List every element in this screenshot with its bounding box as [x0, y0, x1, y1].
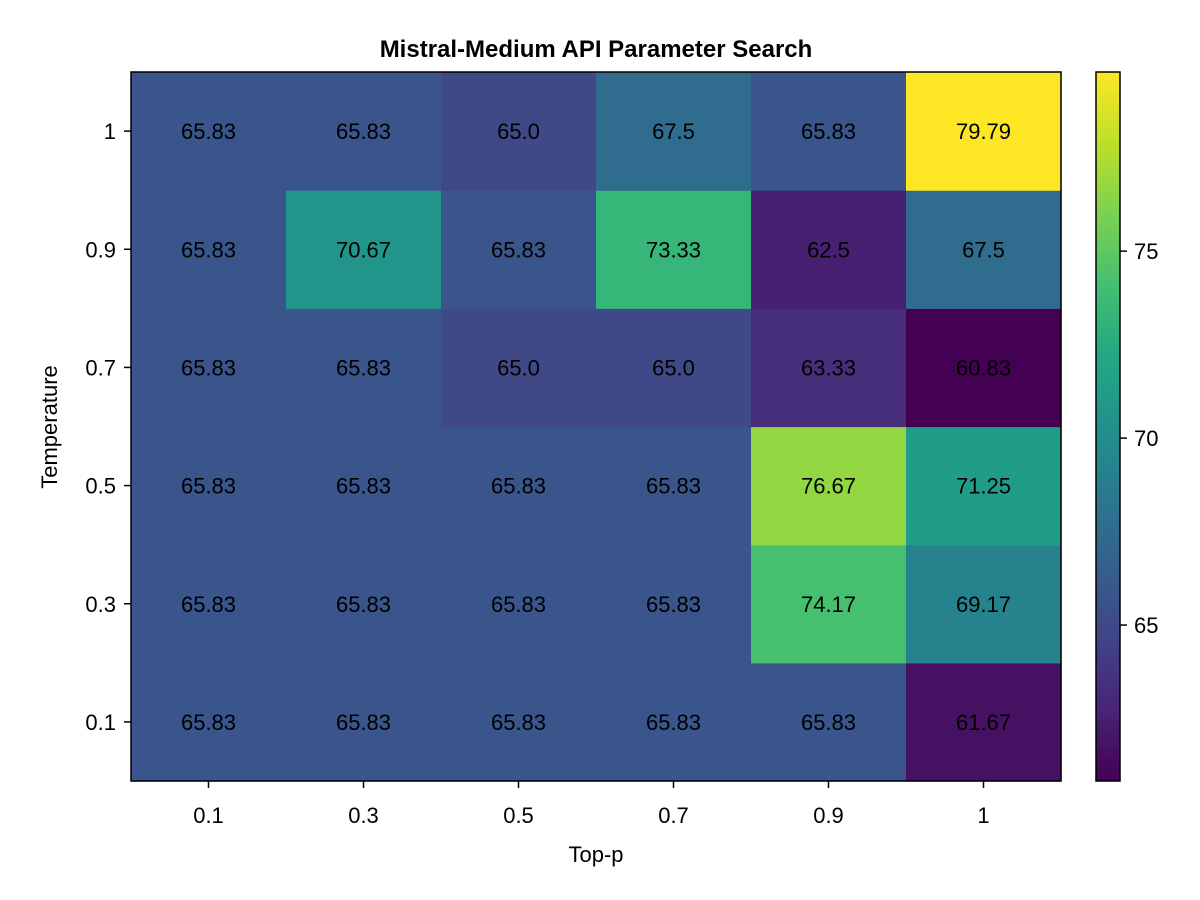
y-tick-label: 0.9: [85, 237, 116, 262]
heatmap-cell: [131, 308, 287, 428]
x-tick-label: 1: [977, 803, 989, 828]
y-tick-label: 0.7: [85, 355, 116, 380]
x-tick-label: 0.1: [193, 803, 224, 828]
heatmap-cell: [596, 190, 752, 309]
y-tick-label: 1: [104, 119, 116, 144]
cell-value-label: 63.33: [801, 355, 856, 380]
heatmap-cell: [131, 544, 287, 664]
heatmap-cell: [286, 190, 442, 309]
heatmap-cell: [131, 662, 287, 782]
cell-value-label: 74.17: [801, 592, 856, 617]
plot-frame: [130, 71, 1062, 782]
cell-value-label: 67.5: [652, 119, 695, 144]
y-tick-label: 0.3: [85, 592, 116, 617]
heatmap-cells: [131, 72, 1062, 782]
cell-value-label: 65.83: [646, 710, 701, 735]
heatmap-cell: [286, 72, 442, 191]
heatmap-cell: [906, 72, 1062, 191]
cell-value-label: 69.17: [956, 592, 1011, 617]
colorbar-gradient: [1096, 72, 1120, 781]
cell-value-label: 65.83: [181, 355, 236, 380]
cell-value-label: 65.83: [801, 119, 856, 144]
cell-value-label: 70.67: [336, 237, 391, 262]
cell-value-label: 65.83: [491, 237, 546, 262]
cell-value-label: 73.33: [646, 237, 701, 262]
cell-value-label: 65.83: [336, 710, 391, 735]
heatmap-cell: [596, 426, 752, 546]
heatmap-cell: [441, 426, 597, 546]
y-axis-ticks: 0.1 0.3 0.5 0.7 0.9 1: [85, 119, 131, 735]
colorbar-tick-label: 65: [1134, 613, 1158, 638]
colorbar: 65 70 75: [1095, 71, 1158, 782]
cell-value-label: 79.79: [956, 119, 1011, 144]
chart-title: Mistral-Medium API Parameter Search: [380, 36, 813, 63]
cell-value-label: 71.25: [956, 474, 1011, 499]
heatmap-cell: [286, 308, 442, 428]
heatmap-cell: [441, 544, 597, 664]
cell-value-label: 65.83: [336, 355, 391, 380]
heatmap-cell: [441, 72, 597, 191]
cell-value-label: 65.83: [491, 474, 546, 499]
heatmap-cell: [751, 72, 907, 191]
cell-value-label: 65.83: [181, 474, 236, 499]
heatmap-cell: [906, 308, 1062, 428]
heatmap-cell: [286, 662, 442, 782]
cell-value-label: 65.0: [497, 355, 540, 380]
y-tick-label: 0.5: [85, 474, 116, 499]
cell-value-label: 67.5: [962, 237, 1005, 262]
cell-value-label: 65.0: [497, 119, 540, 144]
heatmap-cell: [751, 544, 907, 664]
cell-value-label: 65.83: [491, 592, 546, 617]
x-tick-label: 0.7: [658, 803, 689, 828]
heatmap-cell: [751, 662, 907, 782]
cell-value-label: 76.67: [801, 474, 856, 499]
colorbar-tick-label: 75: [1134, 239, 1158, 264]
heatmap-cell: [751, 190, 907, 309]
cell-value-label: 62.5: [807, 237, 850, 262]
heatmap-cell: [751, 426, 907, 546]
cell-value-label: 65.83: [491, 710, 546, 735]
y-tick-label: 0.1: [85, 710, 116, 735]
heatmap-cell: [596, 72, 752, 191]
heatmap-cell: [131, 72, 287, 191]
heatmap-cell: [596, 544, 752, 664]
heatmap-cell: [441, 190, 597, 309]
heatmap-cell: [751, 308, 907, 428]
colorbar-tick-label: 70: [1134, 426, 1158, 451]
cell-value-label: 65.83: [181, 592, 236, 617]
heatmap-cell: [441, 662, 597, 782]
heatmap-cell: [906, 426, 1062, 546]
cell-value-label: 65.83: [336, 119, 391, 144]
cell-value-label: 65.83: [801, 710, 856, 735]
cell-value-label: 65.83: [646, 474, 701, 499]
x-tick-label: 0.9: [813, 803, 844, 828]
heatmap-cell: [131, 190, 287, 309]
heatmap-cell: [286, 544, 442, 664]
x-axis-ticks: 0.1 0.3 0.5 0.7 0.9 1: [193, 781, 990, 828]
cell-value-label: 65.83: [646, 592, 701, 617]
y-axis-label: Temperature: [37, 365, 62, 489]
heatmap-cell-labels: 65.83 65.83 65.83 65.83 65.83 61.67 65.83 65.83…: [181, 119, 1011, 735]
cell-value-label: 65.83: [336, 592, 391, 617]
cell-value-label: 65.83: [181, 710, 236, 735]
heatmap-cell: [441, 308, 597, 428]
cell-value-label: 65.83: [181, 119, 236, 144]
heatmap-cell: [906, 662, 1062, 782]
cell-value-label: 60.83: [956, 355, 1011, 380]
x-axis-label: Top-p: [568, 842, 623, 867]
heatmap-cell: [596, 308, 752, 428]
cell-value-label: 65.83: [336, 474, 391, 499]
x-tick-label: 0.3: [348, 803, 379, 828]
colorbar-frame: [1095, 71, 1121, 782]
heatmap-cell: [286, 426, 442, 546]
heatmap-cell: [596, 662, 752, 782]
x-tick-label: 0.5: [503, 803, 534, 828]
heatmap-cell: [131, 426, 287, 546]
heatmap-cell: [906, 190, 1062, 309]
heatmap-cell: [906, 544, 1062, 664]
cell-value-label: 65.0: [652, 355, 695, 380]
cell-value-label: 65.83: [181, 237, 236, 262]
cell-value-label: 61.67: [956, 710, 1011, 735]
